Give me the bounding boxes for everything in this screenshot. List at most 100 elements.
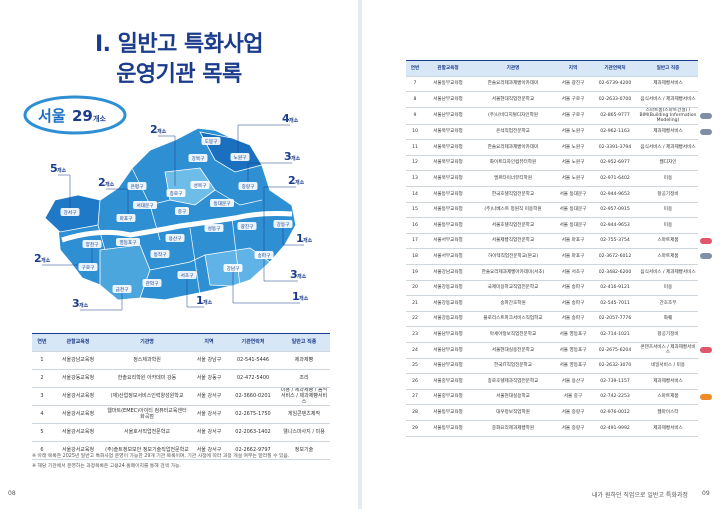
table-cell: 항공기정비 (638, 186, 698, 203)
table-cell: 제과제빵 (278, 351, 330, 370)
count-number: 5 (50, 162, 58, 175)
table-cell: 웹마이스터 (638, 404, 698, 421)
table-row: 6 서울강서교육청 (주)솔트정보보안 정보기술직업전문학교 서울 강서구 02-266… (32, 441, 330, 461)
table-cell: 서울현대직업전문학교 (472, 91, 554, 108)
table-cell: 02-3391-3794 (592, 139, 638, 156)
district-label: 중구 (178, 209, 186, 215)
table-cell: 02-976-0012 (592, 404, 638, 421)
table-row: 26 서울중부교육청 종로호텔제과직업전문학교 서울 용산구 02-739-1157 제과… (406, 373, 698, 390)
table-row: 24 서울남부교육청 서울현대실용전문학교 서울 영등포구 02-2675-6204 콘텐… (406, 342, 698, 359)
table-cell: 28 (406, 404, 424, 421)
status-pill (700, 394, 712, 400)
table-cell: 서울강서교육청 (52, 405, 104, 425)
right-page: 연번 관할교육청 기관명 지역 기관연락처 일반고 직종 7 서울동부교육청 한솔요리제과제빵아… (362, 0, 720, 509)
district-label: 성동구 (208, 225, 221, 232)
table-cell: 한솔요리학원 아카데미 강동 (104, 369, 190, 388)
header-cell: 지역 (554, 60, 592, 77)
table-cell: 중화요리제과제빵학원 (472, 420, 554, 437)
table-cell: 6 (32, 441, 52, 461)
district-tag (165, 234, 185, 242)
table-cell: 서울북부교육청 (424, 124, 472, 141)
table-cell: 서울 송파구 (554, 295, 592, 312)
table-cell: 서울강서교육청 (52, 387, 104, 407)
table-cell: 서울강서교육청 (52, 423, 104, 443)
district-shape (99, 244, 151, 301)
table-cell: 제과제빵서비스 (638, 124, 698, 141)
table-cell: 19 (406, 264, 424, 281)
district-tag (177, 271, 197, 279)
header-cell: 일반고 직종 (278, 333, 330, 352)
table-cell: 한솔요리제과제빵아카데미 (472, 76, 554, 93)
table-cell: 웹디자인 (638, 155, 698, 172)
district-label: 영등포구 (120, 239, 137, 246)
table-cell: 서울강서교육청 (52, 441, 104, 461)
table-cell: (주)나베스트 정원직 미용학원 (472, 202, 554, 219)
table-cell: 3 (32, 387, 52, 407)
table-cell: 스마트제품 (638, 248, 698, 265)
table-cell: 02-739-1157 (592, 373, 638, 390)
table-cell: 화이트디자인컴퓨터학원 (472, 155, 554, 172)
district-tag (188, 154, 208, 162)
header-cell: 기관명 (472, 60, 554, 77)
header-cell: 지역 (190, 333, 228, 352)
district-label: 서대문구 (137, 202, 154, 209)
table-row: 13 서울북부교육청 엘르타이너뷰티학원 서울 노원구 02-971-6402 미용 (406, 170, 698, 187)
table-cell: 미용 (638, 170, 698, 187)
table-cell: 서울 강서구 (190, 423, 228, 443)
table-cell: 22 (406, 311, 424, 328)
table-cell: 02-2633-0700 (592, 91, 638, 108)
count-number: 1 (296, 232, 304, 245)
table-cell: 서울남부교육청 (424, 107, 472, 125)
table-cell: 02-742-2253 (592, 389, 638, 406)
table-cell: 플로리스트파크서비스직업학교 (472, 311, 554, 328)
table-cell: 아세아정보직업전문학교 (472, 326, 554, 343)
table-cell: 23 (406, 326, 424, 343)
table-row: 5 서울강서교육청 서울호서직업전문학교 서울 강서구 02-2063-1402 웰니스마… (32, 423, 330, 443)
table-cell: 서울동부교육청 (424, 76, 472, 93)
table-row: 11 서울북부교육청 한솔요리제과제빵아카데미 서울 노원구 02-3391-3794 음… (406, 139, 698, 156)
district-label: 강남구 (227, 265, 240, 272)
district-label: 동대문구 (214, 200, 231, 207)
badge-bubble (23, 95, 127, 135)
table-row: 23 서울남부교육청 아세아정보직업전문학교 서울 영등포구 02-714-1021 항공… (406, 326, 698, 343)
header-row: 연번 관할교육청 기관명 지역 기관연락처 일반고 직종 (406, 60, 698, 77)
table-cell: 27 (406, 389, 424, 406)
table-cell: 서울 마포구 (554, 233, 592, 250)
table-cell: 정보기술 (278, 441, 330, 461)
district-label: 노원구 (234, 154, 247, 161)
leader-line (247, 162, 292, 182)
table-cell: 서울강동교육청 (424, 295, 472, 312)
district-label: 도봉구 (205, 139, 218, 145)
district-borders (97, 167, 263, 296)
header-cell: 관할교육청 (424, 60, 472, 77)
count-unit: 개소 (295, 179, 305, 186)
table-cell: 서울 마포구 (554, 248, 592, 265)
count-unit: 개소 (289, 117, 299, 124)
table-row: 17 서울서부교육청 서울제빵직업전문학교 서울 마포구 02-755-3754 스마트제… (406, 233, 698, 250)
table-cell: 서울 영등포구 (554, 326, 592, 343)
table-cell: 02-472-5400 (228, 369, 278, 388)
table-cell: 미용 (638, 217, 698, 234)
table-cell: (주)솔트정보보안 정보기술직업전문학교 (104, 441, 190, 461)
status-pill (700, 129, 712, 135)
count-number: 3 (284, 150, 292, 163)
table-cell: 서울 노원구 (554, 139, 592, 156)
left-page: I. 일반고 특화사업 운영기관 목록 도봉구 노원구 강북구 성북구 중랑구 은평구 종로… (0, 0, 358, 509)
count-number: 2 (150, 123, 158, 136)
table-cell: 8 (406, 91, 424, 108)
count-unit: 개소 (41, 257, 51, 264)
table-cell: 5 (32, 423, 52, 443)
district-label: 금천구 (116, 286, 129, 293)
table-cell: 18 (406, 248, 424, 265)
table-cell: 02-545-7011 (592, 295, 638, 312)
table-cell: 서울현대실용전문학교 (472, 342, 554, 359)
table-cell: 서울동부교육청 (424, 202, 472, 219)
count-number: 2 (288, 174, 296, 187)
badge-count: 29 (72, 107, 93, 125)
table-cell: 서울강동교육청 (424, 280, 472, 297)
table-cell: 은석직업전문학교 (472, 124, 554, 141)
table-cell: 서울 동대문구 (554, 186, 592, 203)
table-cell: 제과제빵서비스 (638, 420, 698, 437)
footer-text: 내가 원하던 직업으로 일반고 특화과정 (592, 492, 688, 499)
